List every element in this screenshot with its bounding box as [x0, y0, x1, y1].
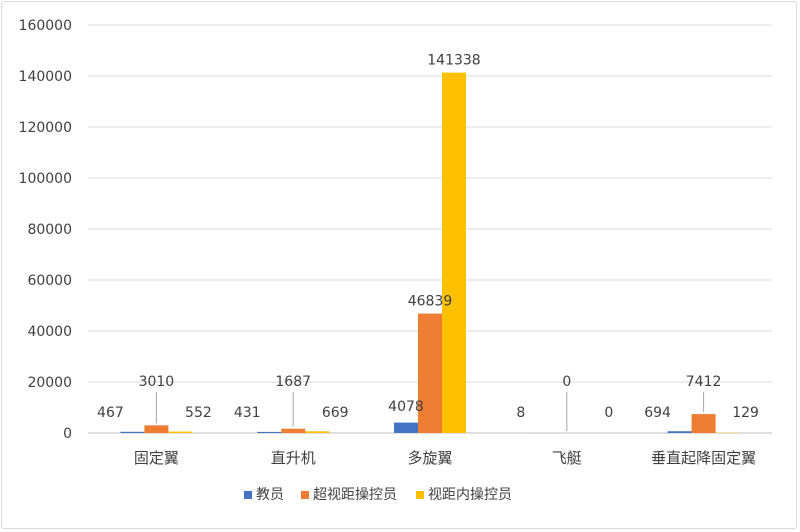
y-axis-ticks: 0 20000 40000 60000 80000 100000 120000 140000 1… [19, 18, 72, 442]
bar [691, 414, 716, 433]
bar [418, 313, 442, 433]
category-label: 飞艇 [552, 449, 582, 467]
bar [281, 428, 306, 433]
data-label: 1687 [275, 374, 311, 390]
category-label: 垂直起降固定翼 [651, 449, 756, 467]
bars [120, 72, 740, 433]
data-label: 4078 [388, 399, 424, 415]
y-tick-label: 160000 [19, 18, 72, 34]
category-label: 固定翼 [134, 449, 179, 467]
bar [305, 431, 330, 433]
data-label: 0 [562, 374, 571, 390]
bar [144, 425, 169, 433]
legend: 教员 超视距操控员 视距内操控员 [244, 487, 512, 503]
legend-label: 视距内操控员 [428, 487, 512, 503]
data-label: 7412 [686, 374, 722, 390]
data-label: 431 [234, 405, 261, 421]
y-tick-label: 120000 [19, 120, 72, 136]
y-tick-label: 40000 [27, 324, 72, 340]
data-label: 8 [516, 405, 525, 421]
data-label: 129 [732, 405, 759, 421]
bar [667, 431, 692, 433]
bar [394, 422, 418, 433]
data-label: 3010 [139, 374, 175, 390]
y-tick-label: 80000 [27, 222, 72, 238]
category-labels: 固定翼 直升机 多旋翼 飞艇 垂直起降固定翼 [134, 449, 756, 467]
legend-swatch [301, 491, 309, 499]
bar [120, 431, 145, 433]
data-label: 552 [185, 405, 212, 421]
data-label: 0 [604, 405, 613, 421]
legend-swatch [416, 491, 424, 499]
legend-label: 超视距操控员 [313, 487, 397, 503]
bar [257, 431, 282, 433]
data-labels: 467 3010 552 431 1687 669 4078 46839 141338 8 0 0 69… [97, 53, 759, 431]
category-label: 直升机 [271, 449, 316, 467]
bar [442, 72, 466, 433]
legend-swatch [244, 491, 252, 499]
y-tick-label: 100000 [19, 171, 72, 187]
y-tick-label: 140000 [19, 69, 72, 85]
y-tick-label: 60000 [27, 273, 72, 289]
data-label: 694 [644, 405, 671, 421]
category-label: 多旋翼 [407, 449, 452, 467]
y-tick-label: 20000 [27, 375, 72, 391]
y-tick-label: 0 [63, 426, 72, 442]
legend-label: 教员 [256, 487, 284, 503]
data-label: 46839 [408, 294, 453, 310]
data-label: 467 [97, 405, 124, 421]
data-label: 669 [322, 405, 349, 421]
data-label: 141338 [427, 53, 480, 69]
gridlines [88, 24, 772, 434]
bar [168, 431, 193, 433]
